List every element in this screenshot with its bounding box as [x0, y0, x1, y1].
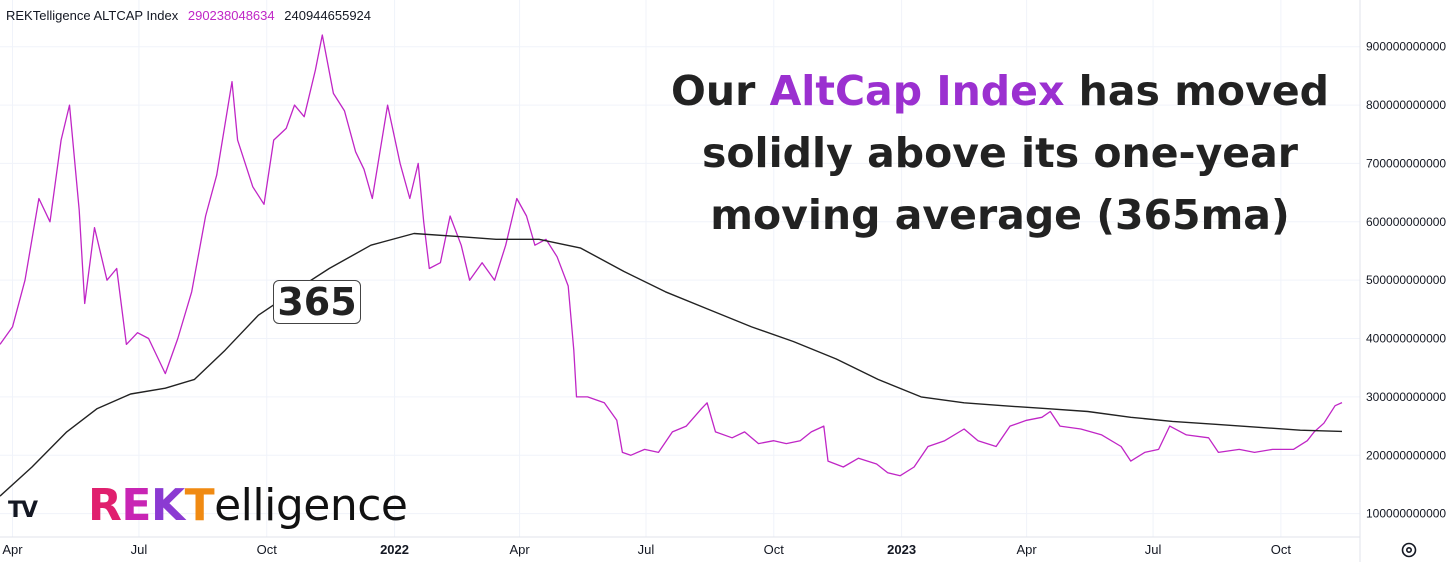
headline-line-3: moving average (365ma) [710, 191, 1290, 239]
grid [0, 0, 1360, 537]
moving-average-label: 365 [273, 280, 361, 324]
price-axis-tick-label: 900000000000 [1366, 40, 1446, 54]
time-axis-tick-label: 2023 [887, 542, 916, 557]
time-axis-tick-label: Apr [1017, 542, 1038, 557]
legend-value-ma: 240944655924 [284, 8, 372, 23]
time-axis-tick-label: Oct [1271, 542, 1292, 557]
headline-highlight: AltCap Index [769, 67, 1065, 115]
price-axis-tick-label: 600000000000 [1366, 215, 1446, 229]
headline-line-1: Our AltCap Index has moved [640, 60, 1360, 122]
price-axis-tick-label: 100000000000 [1366, 507, 1446, 521]
headline-line-2: solidly above its one-year [701, 129, 1298, 177]
brand-letter-e: E [121, 480, 151, 531]
brand-rest: elligence [214, 480, 408, 531]
price-axis-tick-label: 500000000000 [1366, 273, 1446, 287]
headline-pre: Our [671, 67, 770, 115]
price-axis-tick-label: 200000000000 [1366, 448, 1446, 462]
time-axis-tick-label: Jul [1145, 542, 1162, 557]
time-axis-tick-label: Apr [509, 542, 530, 557]
price-axis-tick-label: 300000000000 [1366, 390, 1446, 404]
time-axis[interactable]: Apr Jul Oct 2022 Apr Jul Oct 2023 Apr Jul Oct [2, 542, 1291, 557]
legend: REKTelligence ALTCAP Index 290238048634 … [6, 8, 377, 23]
time-axis-tick-label: Jul [638, 542, 655, 557]
time-axis-tick-label: Apr [2, 542, 23, 557]
settings-gear-icon[interactable] [1398, 539, 1420, 561]
brand-logo: REKTelligence [88, 478, 408, 534]
brand-letter-r: R [88, 480, 122, 531]
headline-line-1-post: has moved [1064, 67, 1329, 115]
brand-letter-t: T [184, 480, 215, 531]
price-axis-tick-label: 400000000000 [1366, 332, 1446, 346]
legend-value-index: 290238048634 [187, 8, 275, 23]
legend-symbol[interactable]: REKTelligence ALTCAP Index [6, 8, 179, 23]
headline-annotation: Our AltCap Index has moved solidly above… [640, 60, 1360, 246]
price-axis[interactable]: 100000000000 200000000000 300000000000 4000… [1366, 40, 1446, 521]
price-axis-tick-label: 800000000000 [1366, 98, 1446, 112]
time-axis-tick-label: 2022 [380, 542, 409, 557]
series-layer [0, 34, 1343, 497]
price-axis-tick-label: 700000000000 [1366, 156, 1446, 170]
tradingview-logo-icon[interactable]: TV [8, 498, 38, 523]
series-line-altcap-index [0, 34, 1343, 477]
time-axis-tick-label: Jul [131, 542, 148, 557]
brand-letter-k: K [150, 480, 185, 531]
time-axis-tick-label: Oct [764, 542, 785, 557]
time-axis-tick-label: Oct [257, 542, 278, 557]
series-line-365ma [0, 232, 1343, 497]
